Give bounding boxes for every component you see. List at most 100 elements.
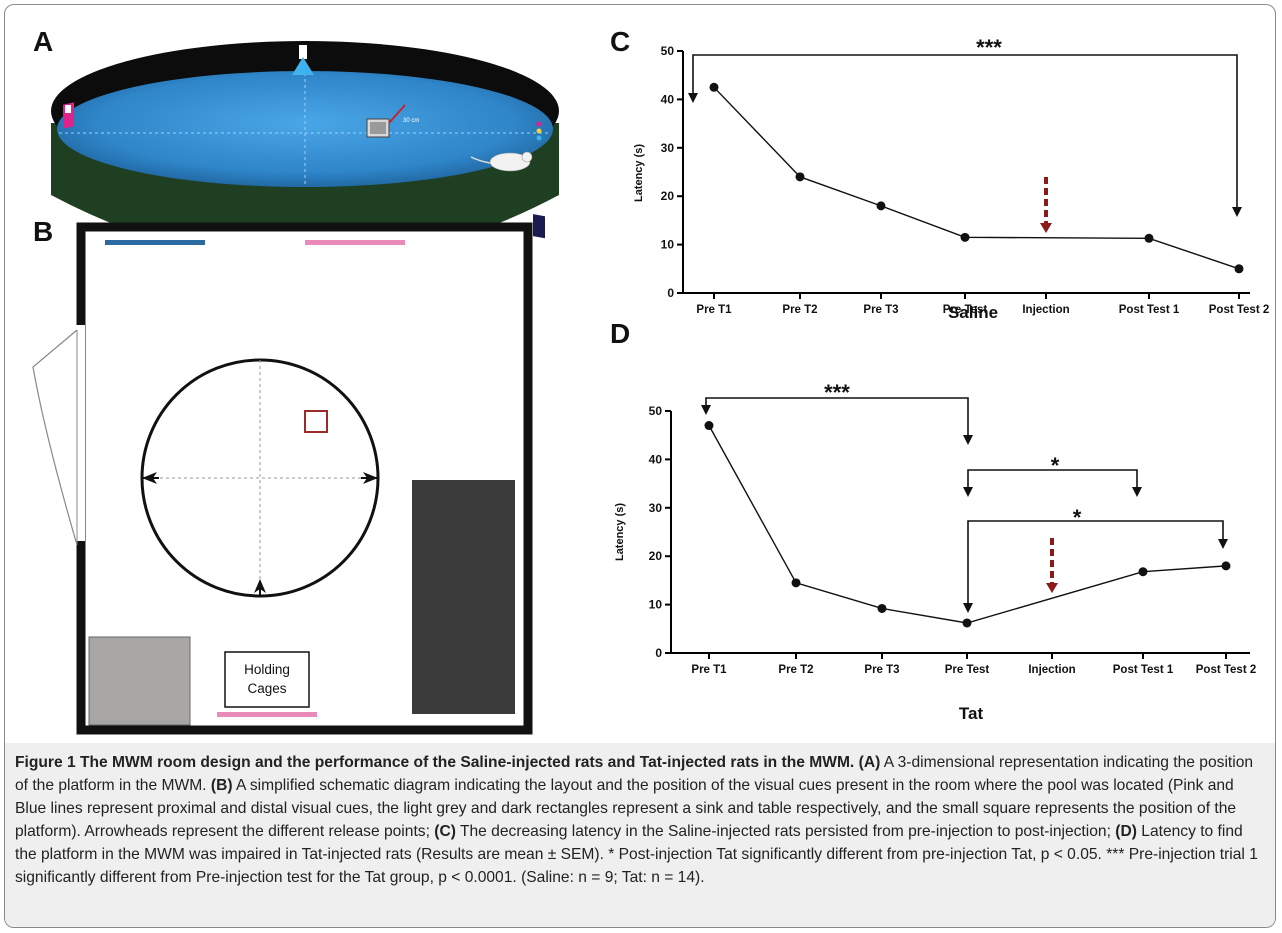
bracket-d2-arrow-left — [963, 487, 973, 497]
colored-cue-icon — [533, 214, 545, 239]
cue-dot-2 — [536, 128, 542, 134]
chart-d-ytick-label: 30 — [649, 501, 663, 515]
chart-d-data-point — [1138, 567, 1148, 577]
chart-d-data-point — [877, 603, 887, 613]
chart-c: 0 10 20 30 40 50 Pre T1 Pre T2 Pre T3 Pre Test Inj… — [661, 44, 1270, 316]
platform-square — [304, 410, 328, 433]
holding-cages-box — [224, 651, 310, 708]
chart-d-xtick-label: Pre Test — [945, 664, 990, 676]
blue-cue — [105, 240, 205, 245]
bracket-d3-arrow-right — [1218, 539, 1228, 549]
sink-rect — [88, 636, 191, 726]
distance-label: 30 cm — [403, 118, 419, 124]
chart-d-data-point — [1221, 561, 1231, 571]
chart-c-xtick-label: Post Test 1 — [1119, 304, 1180, 316]
chart-c-ytick-label: 50 — [661, 44, 675, 58]
chart-c-data-point — [709, 82, 719, 92]
panel-c: C Latency (s) 0 10 20 30 40 50 Pre T1 Pre T2 Pre… — [610, 26, 1269, 322]
chart-c-ytick-label: 0 — [667, 286, 674, 300]
panel-d: D Latency (s) 0 10 20 30 40 50 Pre T1 Pre T2 Pre… — [610, 318, 1256, 723]
chart-c-ylabel: Latency (s) — [633, 144, 645, 202]
caption-d-tag: (D) — [1115, 823, 1137, 840]
light-icon — [292, 57, 314, 75]
chart-c-xtick-label: Injection — [1022, 304, 1069, 316]
caption-a-tag: (A) — [858, 754, 881, 771]
sig-d3: * — [1073, 505, 1082, 530]
chart-d: 0 10 20 30 40 50 Pre T1 Pre T2 Pre T3 Pre Test Inj… — [649, 404, 1257, 676]
sig-d1: *** — [824, 380, 850, 405]
bracket-c-arrow-left — [688, 93, 698, 103]
chart-c-xtick-label: Pre Test — [943, 304, 988, 316]
chart-d-data-point — [704, 421, 714, 431]
sig-d2: * — [1051, 453, 1060, 478]
chart-c-data-point — [795, 172, 805, 182]
chart-c-xtick-label: Pre T1 — [696, 304, 732, 316]
bracket-d1 — [705, 397, 969, 441]
bracket-d1-arrow-left — [701, 405, 711, 415]
panel-a-label: A — [33, 26, 53, 57]
bracket-d2 — [967, 469, 1138, 489]
bracket-d3-arrow-left — [963, 603, 973, 613]
bracket-c-arrow-right — [1232, 207, 1242, 217]
chart-c-xtick-label: Pre T2 — [782, 304, 817, 316]
light-fixture — [299, 45, 307, 59]
chart-d-data-point — [791, 578, 801, 588]
chart-c-ytick-label: 10 — [661, 238, 675, 252]
chart-d-xtick-label: Injection — [1028, 664, 1075, 676]
caption-a-text: A 3-dimensional representation indicatin… — [15, 754, 1254, 794]
rat-icon — [470, 151, 533, 172]
chart-d-xtick-label: Pre T3 — [864, 664, 899, 676]
caption-title: Figure 1 The MWM room design and the per… — [15, 754, 855, 771]
chart-d-data-point — [962, 618, 972, 628]
chart-d-xtick-label: Pre T2 — [778, 664, 813, 676]
chart-d-ytick-label: 40 — [649, 452, 663, 466]
holding-cages-line1: Holding — [244, 662, 290, 677]
cue-dot-3 — [536, 135, 542, 141]
caption-band — [5, 743, 1275, 927]
chart-c-ytick-label: 40 — [661, 92, 675, 106]
panel-b-label: B — [33, 216, 53, 247]
chart-d-ytick-label: 10 — [649, 598, 663, 612]
chart-d-xtick-label: Pre T1 — [691, 664, 727, 676]
chart-d-xtick-label: Post Test 1 — [1113, 664, 1174, 676]
panel-d-label: D — [610, 318, 630, 349]
caption-c-tag: (C) — [434, 823, 456, 840]
figure-frame: A 30 cm B — [4, 4, 1276, 928]
chart-d-series-line — [708, 425, 1227, 624]
chart-c-data-point — [1144, 233, 1154, 243]
chart-c-data-point — [876, 201, 886, 211]
sig-c: *** — [976, 35, 1002, 60]
figure-caption: Figure 1 The MWM room design and the per… — [15, 751, 1265, 889]
bracket-d3 — [967, 520, 1224, 607]
chart-d-ytick-label: 0 — [655, 646, 662, 660]
bracket-d1-arrow-right — [963, 435, 973, 445]
panel-c-label: C — [610, 26, 630, 57]
bracket-c — [692, 54, 1238, 213]
caption-c-text: The decreasing latency in the Saline-inj… — [459, 823, 1111, 840]
platform-top — [370, 122, 386, 134]
pink-cue-bottom — [217, 712, 317, 717]
chart-d-ylabel: Latency (s) — [614, 503, 626, 561]
chart-c-xtick-label: Pre T3 — [863, 304, 898, 316]
chart-c-series-line — [713, 86, 1240, 270]
table-rect — [412, 480, 515, 714]
cue-dot-1 — [536, 121, 542, 127]
chart-c-ytick-label: 30 — [661, 141, 675, 155]
chart-d-ytick-label: 20 — [649, 549, 663, 563]
caption-d-text: Latency to find the platform in the MWM … — [15, 823, 1258, 886]
door-opening — [73, 325, 85, 541]
chart-c-ytick-label: 20 — [661, 189, 675, 203]
holding-cages-line2: Cages — [247, 681, 286, 696]
chart-d-xlabel: Tat — [959, 704, 984, 723]
chart-c-data-point — [960, 232, 970, 242]
chart-c-xtick-label: Post Test 2 — [1209, 304, 1270, 316]
chart-d-ytick-label: 50 — [649, 404, 663, 418]
chart-c-xlabel: Saline — [948, 303, 998, 322]
figure-canvas: A 30 cm B — [32, 26, 1269, 735]
chart-c-data-point — [1234, 264, 1244, 274]
chart-d-xtick-label: Post Test 2 — [1196, 664, 1257, 676]
bracket-d2-arrow-right — [1132, 487, 1142, 497]
chart-c-injection-arrowhead — [1040, 223, 1052, 233]
pink-cue-top — [305, 240, 405, 245]
distance-arrow — [388, 104, 406, 124]
